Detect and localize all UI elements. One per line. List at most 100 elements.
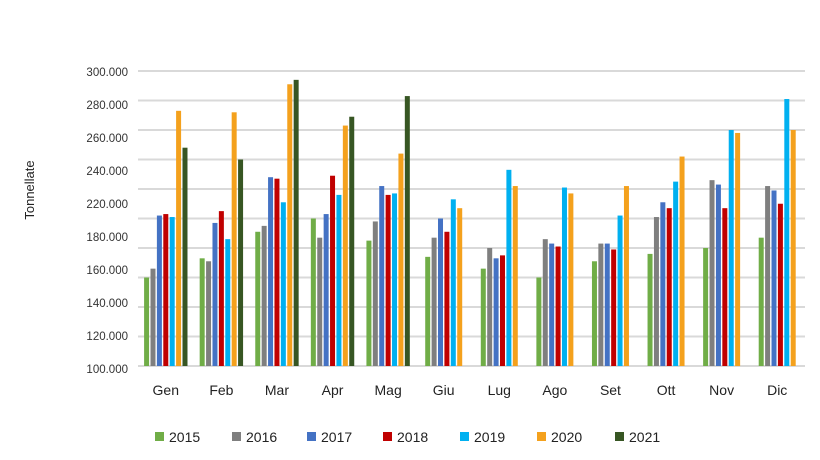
bar-2018-Feb	[218, 211, 224, 366]
bar-2020-Ott	[679, 156, 685, 366]
bar-2019-Nov	[728, 130, 734, 366]
y-tick-label: 280.000	[86, 100, 128, 112]
legend-swatch-2020	[537, 432, 546, 441]
x-tick-label: Set	[600, 382, 621, 398]
y-tick-label: 180.000	[86, 232, 128, 244]
bar-2015-Dic	[758, 237, 764, 366]
bar-2015-Apr	[310, 218, 316, 366]
y-tick-label: 140.000	[86, 298, 128, 310]
x-tick-label: Ott	[657, 382, 676, 398]
bars	[144, 79, 796, 367]
bar-2020-Set	[623, 186, 629, 366]
legend-swatch-2018	[383, 432, 392, 441]
x-tick-label: Mar	[265, 382, 289, 398]
legend-swatch-2016	[232, 432, 241, 441]
bar-2016-Mag	[372, 221, 378, 366]
bar-2016-Lug	[487, 248, 493, 366]
bar-2018-Gen	[163, 214, 169, 366]
bar-2019-Feb	[225, 239, 231, 366]
bar-2017-Nov	[715, 184, 721, 366]
x-axis-tick-labels: Gen Feb Mar Apr Mag Giu Lug Ago Set Ott Nov Dic	[153, 382, 788, 398]
bar-2017-Lug	[493, 258, 499, 366]
legend: 2015 2016 2017 2018 2019 2020 2021	[155, 429, 660, 445]
bar-2017-Ago	[549, 243, 555, 366]
bar-2016-Ott	[653, 217, 659, 366]
x-tick-label: Feb	[209, 382, 233, 398]
x-tick-label: Mag	[375, 382, 402, 398]
bar-2018-Mar	[274, 178, 280, 366]
y-tick-label: 220.000	[86, 199, 128, 211]
bar-2021-Gen	[182, 147, 188, 366]
x-tick-label: Giu	[433, 382, 455, 398]
x-tick-label: Dic	[767, 382, 787, 398]
bar-2017-Mar	[268, 177, 274, 366]
y-tick-label: 100.000	[86, 364, 128, 376]
bar-2015-Set	[591, 261, 597, 366]
bar-2017-Giu	[438, 218, 444, 366]
bar-2021-Mar	[293, 79, 299, 366]
legend-label: 2016	[246, 429, 277, 445]
y-tick-label: 260.000	[86, 133, 128, 145]
bar-2017-Ott	[660, 202, 666, 366]
bar-2019-Giu	[450, 199, 456, 366]
bar-2016-Mar	[261, 225, 267, 366]
legend-swatch-2017	[307, 432, 316, 441]
bar-2020-Lug	[512, 186, 518, 366]
legend-label: 2020	[551, 429, 582, 445]
bar-2020-Feb	[231, 112, 237, 366]
legend-label: 2021	[629, 429, 660, 445]
bar-2015-Giu	[425, 256, 431, 366]
legend-label: 2018	[397, 429, 428, 445]
x-tick-label: Lug	[488, 382, 511, 398]
bar-2018-Mag	[385, 194, 391, 366]
bar-2019-Gen	[169, 217, 175, 366]
bar-2015-Nov	[703, 248, 709, 366]
bar-2021-Feb	[238, 159, 244, 366]
bar-2017-Dic	[771, 190, 777, 366]
bar-2018-Set	[611, 249, 617, 366]
bar-2019-Lug	[506, 169, 512, 366]
bar-2020-Giu	[457, 208, 463, 366]
bar-2019-Mar	[280, 202, 286, 366]
bar-2016-Giu	[431, 237, 437, 366]
bar-2018-Ott	[666, 208, 672, 366]
legend-swatch-2021	[615, 432, 624, 441]
legend-label: 2019	[474, 429, 505, 445]
bar-2016-Set	[598, 243, 604, 366]
y-tick-label: 300.000	[86, 67, 128, 79]
bar-2020-Nov	[735, 132, 741, 366]
bar-2019-Ott	[673, 181, 679, 366]
y-axis-tick-labels: 300.000 280.000 260.000 240.000 220.000 180.0…	[86, 67, 128, 376]
bar-2015-Mar	[255, 231, 261, 366]
bar-2019-Dic	[784, 99, 790, 367]
bar-2020-Gen	[176, 110, 182, 366]
bar-2016-Gen	[150, 268, 156, 366]
bar-2015-Ago	[536, 277, 542, 366]
bar-2015-Ott	[647, 253, 653, 366]
bar-2019-Mag	[392, 193, 398, 366]
bar-2018-Lug	[499, 255, 505, 366]
y-tick-label: 240.000	[86, 166, 128, 178]
bar-2021-Apr	[349, 116, 355, 366]
bar-2015-Feb	[199, 258, 205, 366]
bar-2017-Feb	[212, 222, 218, 366]
bar-2020-Dic	[790, 130, 796, 366]
bar-2018-Dic	[777, 203, 783, 366]
y-axis-label: Tonnellate	[22, 160, 37, 219]
bar-2019-Ago	[561, 187, 567, 366]
bar-2018-Giu	[444, 231, 450, 366]
bar-2017-Gen	[156, 215, 162, 366]
bar-2020-Apr	[342, 125, 348, 366]
bar-2017-Mag	[379, 186, 385, 366]
legend-swatch-2019	[460, 432, 469, 441]
bar-2015-Mag	[366, 240, 372, 366]
bar-2018-Nov	[722, 208, 728, 366]
gridlines	[138, 70, 805, 367]
bar-2016-Apr	[317, 237, 323, 366]
bar-2021-Mag	[404, 96, 410, 366]
y-tick-label: 160.000	[86, 265, 128, 277]
x-tick-label: Nov	[709, 382, 734, 398]
bar-2020-Mar	[287, 84, 293, 367]
bar-2019-Set	[617, 215, 623, 366]
